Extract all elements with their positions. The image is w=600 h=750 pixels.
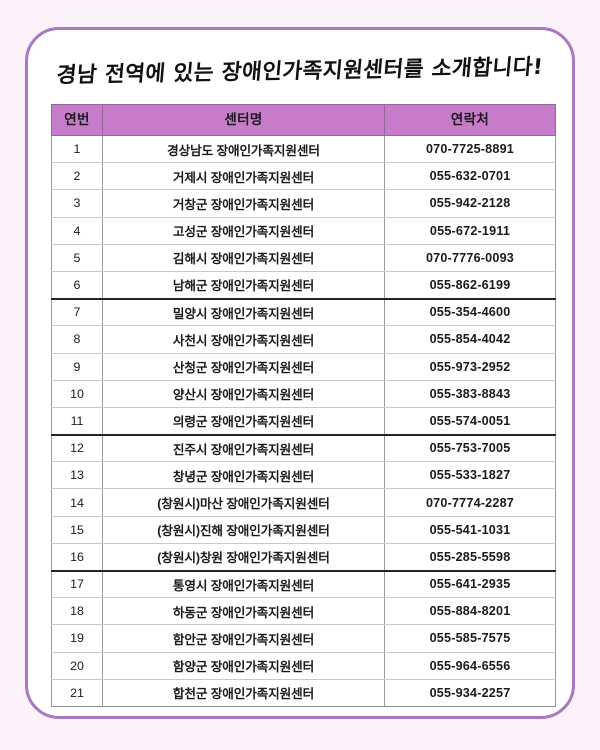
table-row: 10 양산시 장애인가족지원센터 055-383-8843 bbox=[51, 379, 556, 408]
cell-tel: 055-533-1827 bbox=[384, 461, 556, 490]
table-row: 7 밀양시 장애인가족지원센터 055-354-4600 bbox=[51, 298, 556, 327]
cell-tel: 055-285-5598 bbox=[384, 542, 556, 572]
cell-tel: 055-541-1031 bbox=[384, 515, 556, 544]
cell-name: 사천시 장애인가족지원센터 bbox=[102, 325, 385, 354]
cell-no: 7 bbox=[51, 298, 103, 327]
cell-tel: 055-964-6556 bbox=[384, 651, 556, 680]
table-row: 21 합천군 장애인가족지원센터 055-934-2257 bbox=[51, 678, 556, 707]
cell-name: 양산시 장애인가족지원센터 bbox=[102, 379, 385, 408]
cell-name: 밀양시 장애인가족지원센터 bbox=[102, 298, 385, 327]
cell-tel: 055-574-0051 bbox=[384, 406, 556, 436]
table-row: 18 하동군 장애인가족지원센터 055-884-8201 bbox=[51, 597, 556, 626]
cell-name: 함양군 장애인가족지원센터 bbox=[102, 651, 385, 680]
cell-name: 고성군 장애인가족지원센터 bbox=[102, 216, 385, 245]
cell-tel: 055-884-8201 bbox=[384, 597, 556, 626]
cell-name: 함안군 장애인가족지원센터 bbox=[102, 624, 385, 653]
cell-no: 6 bbox=[51, 270, 103, 300]
cell-no: 19 bbox=[51, 624, 103, 653]
cell-tel: 055-753-7005 bbox=[384, 434, 556, 463]
cell-name: 거창군 장애인가족지원센터 bbox=[102, 189, 385, 218]
table-row: 19 함안군 장애인가족지원센터 055-585-7575 bbox=[51, 624, 556, 653]
cell-name: 하동군 장애인가족지원센터 bbox=[102, 597, 385, 626]
column-header-name: 센터명 bbox=[102, 104, 385, 136]
cell-name: 합천군 장애인가족지원센터 bbox=[102, 678, 385, 707]
table-row: 5 김해시 장애인가족지원센터 070-7776-0093 bbox=[51, 243, 556, 272]
cell-name: (창원시)창원 장애인가족지원센터 bbox=[102, 542, 385, 572]
cell-tel: 055-934-2257 bbox=[384, 678, 556, 707]
cell-name: 거제시 장애인가족지원센터 bbox=[102, 162, 385, 191]
cell-name: 산청군 장애인가족지원센터 bbox=[102, 352, 385, 381]
cell-tel: 055-672-1911 bbox=[384, 216, 556, 245]
table-row: 9 산청군 장애인가족지원센터 055-973-2952 bbox=[51, 352, 556, 381]
cell-tel: 070-7774-2287 bbox=[384, 488, 556, 517]
cell-tel: 055-354-4600 bbox=[384, 298, 556, 327]
cell-tel: 070-7725-8891 bbox=[384, 134, 556, 164]
cell-no: 3 bbox=[51, 189, 103, 218]
cell-no: 11 bbox=[51, 406, 103, 436]
cell-no: 21 bbox=[51, 678, 103, 707]
cell-no: 15 bbox=[51, 515, 103, 544]
table-row: 11 의령군 장애인가족지원센터 055-574-0051 bbox=[51, 406, 556, 436]
cell-no: 8 bbox=[51, 325, 103, 354]
cell-name: 김해시 장애인가족지원센터 bbox=[102, 243, 385, 272]
table-row: 3 거창군 장애인가족지원센터 055-942-2128 bbox=[51, 189, 556, 218]
content-card: 경남 전역에 있는 장애인가족지원센터를 소개합니다! 연번 센터명 연락처 1… bbox=[25, 27, 575, 719]
cell-tel: 055-942-2128 bbox=[384, 189, 556, 218]
column-header-no: 연번 bbox=[51, 104, 103, 136]
cell-no: 16 bbox=[51, 542, 103, 572]
cell-no: 5 bbox=[51, 243, 103, 272]
cell-tel: 055-862-6199 bbox=[384, 270, 556, 300]
cell-no: 4 bbox=[51, 216, 103, 245]
cell-no: 13 bbox=[51, 461, 103, 490]
cell-no: 9 bbox=[51, 352, 103, 381]
table-row: 2 거제시 장애인가족지원센터 055-632-0701 bbox=[51, 162, 556, 191]
cell-tel: 070-7776-0093 bbox=[384, 243, 556, 272]
table-row: 4 고성군 장애인가족지원센터 055-672-1911 bbox=[51, 216, 556, 245]
cell-no: 12 bbox=[51, 434, 103, 463]
cell-tel: 055-632-0701 bbox=[384, 162, 556, 191]
cell-no: 14 bbox=[51, 488, 103, 517]
table-row: 15 (창원시)진해 장애인가족지원센터 055-541-1031 bbox=[51, 515, 556, 544]
cell-tel: 055-973-2952 bbox=[384, 352, 556, 381]
cell-no: 1 bbox=[51, 134, 103, 164]
cell-name: 남해군 장애인가족지원센터 bbox=[102, 270, 385, 300]
cell-name: 창녕군 장애인가족지원센터 bbox=[102, 461, 385, 490]
cell-no: 17 bbox=[51, 569, 103, 599]
table-row: 12 진주시 장애인가족지원센터 055-753-7005 bbox=[51, 434, 556, 463]
cell-no: 2 bbox=[51, 162, 103, 191]
table-body: 1 경상남도 장애인가족지원센터 070-7725-8891 2 거제시 장애인가족지원… bbox=[51, 134, 556, 707]
cell-name: (창원시)진해 장애인가족지원센터 bbox=[102, 515, 385, 544]
table-row: 1 경상남도 장애인가족지원센터 070-7725-8891 bbox=[51, 134, 556, 164]
centers-table-container: 연번 센터명 연락처 1 경상남도 장애인가족지원센터 070-7725-8891 2… bbox=[51, 104, 556, 707]
cell-tel: 055-641-2935 bbox=[384, 569, 556, 599]
cell-tel: 055-585-7575 bbox=[384, 624, 556, 653]
cell-name: 경상남도 장애인가족지원센터 bbox=[102, 134, 385, 164]
page-title: 경남 전역에 있는 장애인가족지원센터를 소개합니다! bbox=[55, 54, 545, 89]
cell-name: 진주시 장애인가족지원센터 bbox=[102, 434, 385, 463]
table-row: 8 사천시 장애인가족지원센터 055-854-4042 bbox=[51, 325, 556, 354]
table-row: 6 남해군 장애인가족지원센터 055-862-6199 bbox=[51, 270, 556, 300]
column-header-tel: 연락처 bbox=[384, 104, 556, 136]
cell-name: (창원시)마산 장애인가족지원센터 bbox=[102, 488, 385, 517]
table-header: 연번 센터명 연락처 bbox=[51, 104, 556, 136]
table-row: 17 통영시 장애인가족지원센터 055-641-2935 bbox=[51, 569, 556, 599]
cell-no: 10 bbox=[51, 379, 103, 408]
cell-name: 통영시 장애인가족지원센터 bbox=[102, 569, 385, 599]
table-row: 16 (창원시)창원 장애인가족지원센터 055-285-5598 bbox=[51, 542, 556, 572]
cell-tel: 055-383-8843 bbox=[384, 379, 556, 408]
table-row: 14 (창원시)마산 장애인가족지원센터 070-7774-2287 bbox=[51, 488, 556, 517]
cell-no: 18 bbox=[51, 597, 103, 626]
cell-no: 20 bbox=[51, 651, 103, 680]
table-row: 20 함양군 장애인가족지원센터 055-964-6556 bbox=[51, 651, 556, 680]
cell-tel: 055-854-4042 bbox=[384, 325, 556, 354]
centers-table: 연번 센터명 연락처 1 경상남도 장애인가족지원센터 070-7725-8891 2… bbox=[51, 104, 556, 707]
table-header-row: 연번 센터명 연락처 bbox=[51, 104, 556, 136]
cell-name: 의령군 장애인가족지원센터 bbox=[102, 406, 385, 436]
table-row: 13 창녕군 장애인가족지원센터 055-533-1827 bbox=[51, 461, 556, 490]
